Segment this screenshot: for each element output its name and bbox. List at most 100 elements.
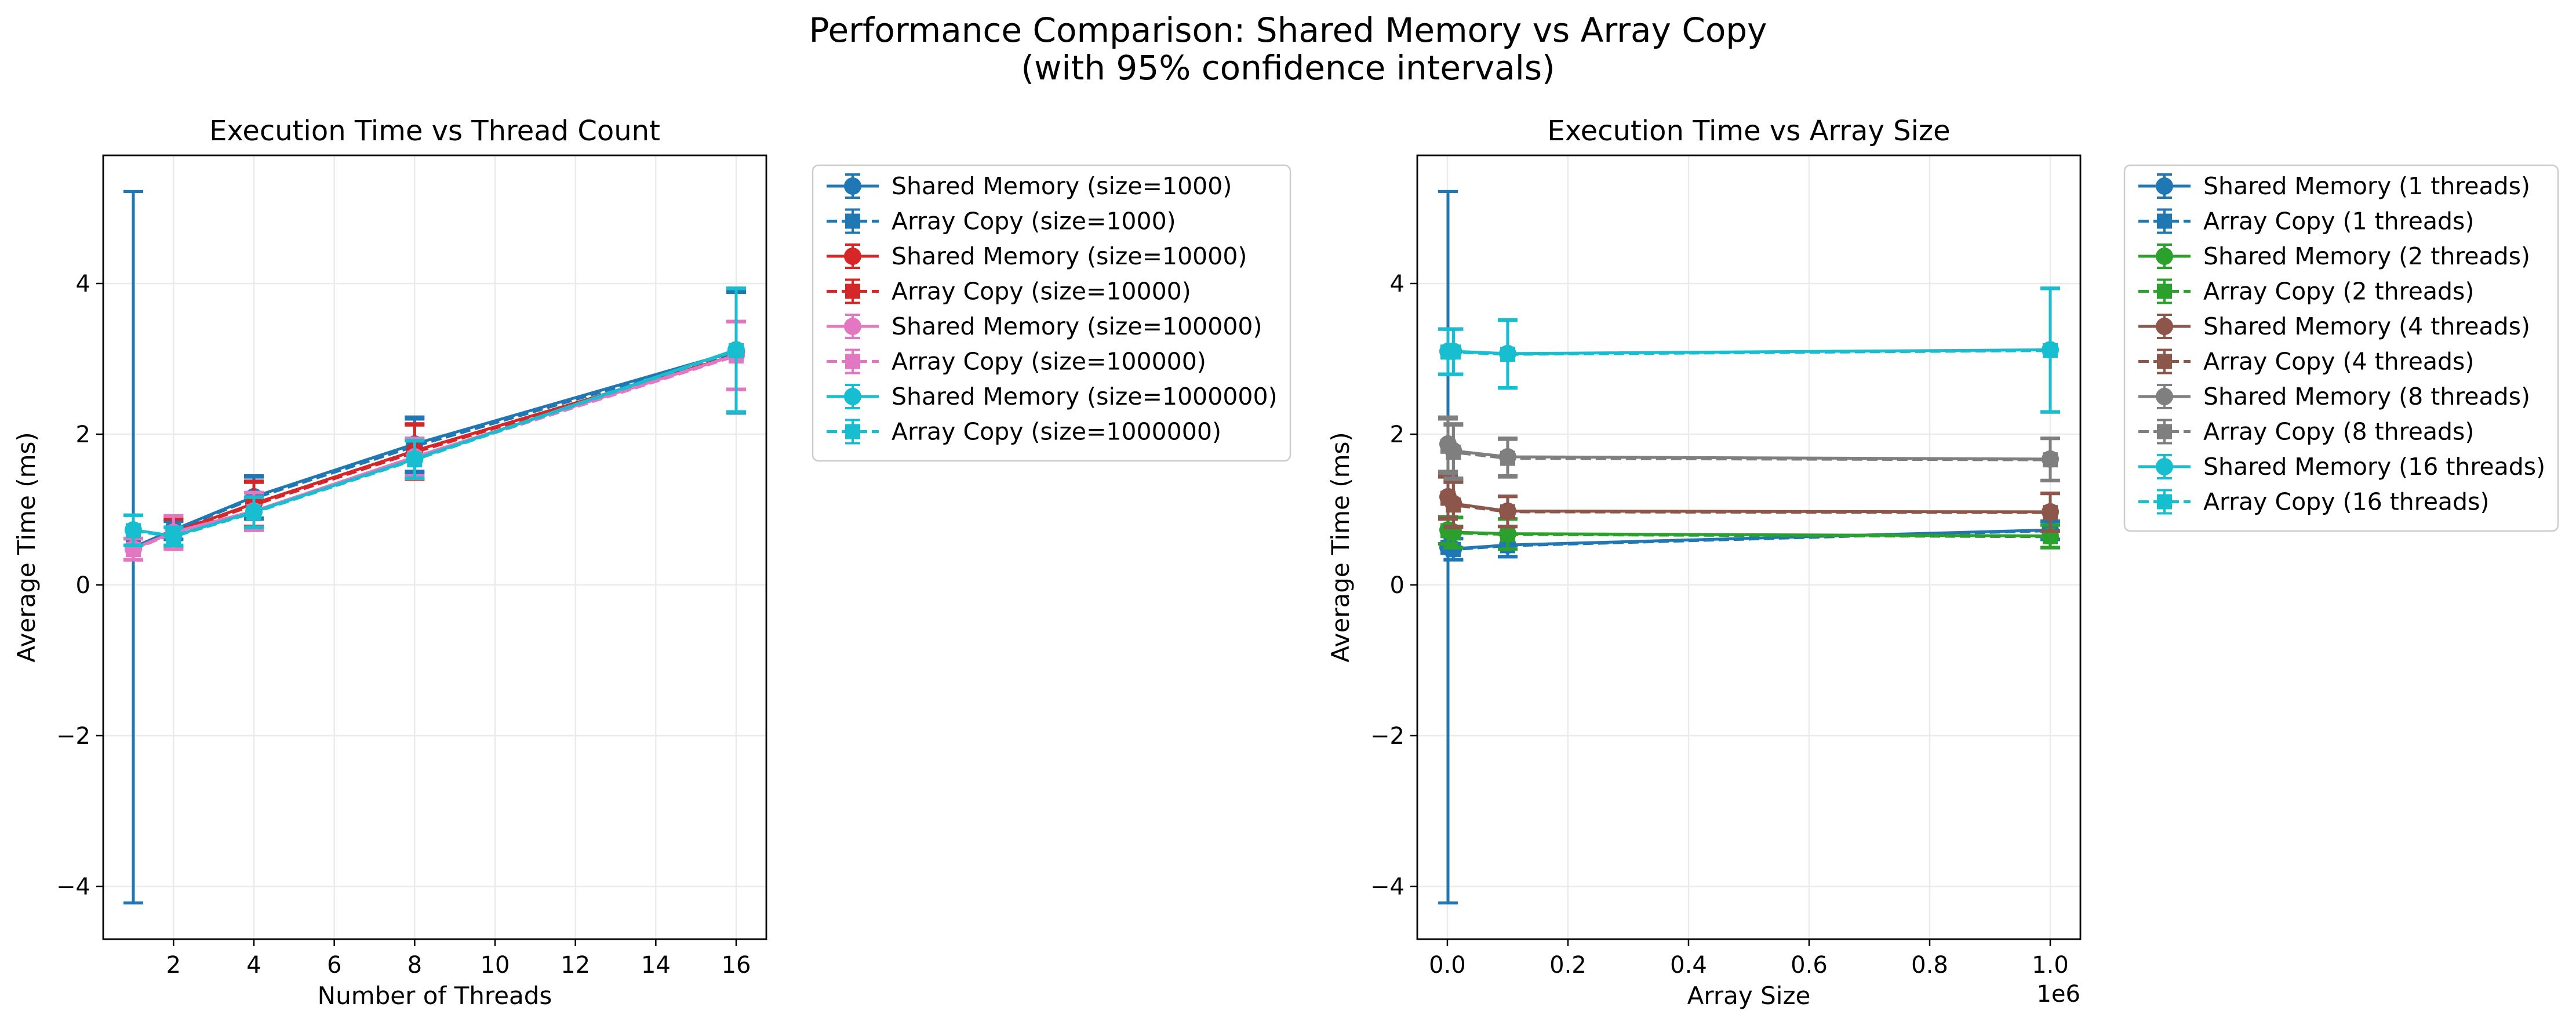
- legend-label: Shared Memory (16 threads): [2203, 453, 2545, 481]
- legend-marker: [845, 354, 860, 369]
- legend-item: Shared Memory (1 threads): [2138, 172, 2530, 200]
- data-point: [2042, 505, 2058, 521]
- axes-frame: [102, 154, 767, 940]
- legend-label: Shared Memory (size=1000): [892, 172, 1232, 200]
- axes-frame: [1416, 154, 2082, 940]
- data-point: [166, 529, 181, 544]
- y-axis-label: Average Time (ms): [1326, 432, 1355, 663]
- x-tick-label: 2: [166, 952, 181, 979]
- data-point: [246, 505, 261, 521]
- y-tick-label: −4: [56, 874, 90, 900]
- chart-title: Execution Time vs Array Size: [1547, 115, 1950, 147]
- data-point: [1500, 450, 1515, 466]
- legend-item: Shared Memory (16 threads): [2138, 453, 2545, 481]
- series-array-copy-1-threads: [1438, 190, 2060, 905]
- legend-label: Array Copy (1 threads): [2203, 208, 2474, 235]
- x-tick-label: 6: [327, 952, 341, 979]
- x-tick-label: 1.0: [2032, 952, 2069, 979]
- data-point: [2042, 343, 2058, 358]
- legend-marker: [845, 213, 860, 229]
- legend-marker: [2156, 248, 2173, 265]
- legend-marker: [845, 424, 860, 439]
- x-tick-label: 0.4: [1670, 952, 1707, 979]
- legend-marker: [844, 318, 861, 335]
- legend-label: Array Copy (size=10000): [892, 278, 1191, 306]
- legend-label: Shared Memory (2 threads): [2203, 242, 2530, 270]
- legend-label: Array Copy (size=1000000): [892, 418, 1221, 446]
- data-point: [407, 452, 423, 468]
- legend-label: Shared Memory (8 threads): [2203, 383, 2530, 410]
- series-shared-memory-8-threads: [1438, 415, 2060, 482]
- legend-marker: [2157, 424, 2172, 439]
- y-tick-label: −2: [1370, 723, 1405, 750]
- legend-marker: [2157, 213, 2172, 229]
- data-point: [1500, 504, 1515, 519]
- series-array-copy-8-threads: [1438, 417, 2060, 483]
- series-line: [1447, 443, 2051, 461]
- legend-item: Array Copy (1 threads): [2138, 208, 2474, 235]
- figure-title-line1: Performance Comparison: Shared Memory vs…: [809, 10, 1767, 50]
- legend-label: Array Copy (size=100000): [892, 348, 1206, 376]
- chart-array-size: 0.0 0.2 0.4 0.6 0.8 1.0 −4 −2 0 2 4 1e6 Execution Ti…: [1326, 115, 2559, 1010]
- chart-thread-count: 2 4 6 8 10 12 14 16 −4 −2 0 2 4 Execution Time vs Thr…: [12, 115, 1291, 1010]
- data-point: [1446, 445, 1461, 460]
- legend-label: Shared Memory (size=10000): [892, 242, 1247, 270]
- chart-title: Execution Time vs Thread Count: [209, 115, 660, 147]
- legend-label: Array Copy (8 threads): [2203, 418, 2474, 446]
- x-tick-label: 8: [407, 952, 422, 979]
- legend-item: Array Copy (4 threads): [2138, 348, 2474, 376]
- y-axis-label: Average Time (ms): [12, 432, 41, 663]
- legend-marker: [844, 248, 861, 265]
- plot-area: [1438, 190, 2060, 905]
- data-point: [2042, 452, 2058, 468]
- legend-item: Shared Memory (size=1000000): [827, 383, 1278, 410]
- legend-marker: [2157, 283, 2172, 299]
- legend-marker: [844, 177, 861, 195]
- series-shared-memory-1-threads: [1438, 190, 2060, 905]
- legend-item: Shared Memory (size=10000): [827, 242, 1247, 270]
- series-shared-memory-size-1000: [123, 190, 746, 905]
- y-tick-label: 0: [1390, 572, 1405, 599]
- legend: Shared Memory (1 threads) Array Copy (1 t…: [2123, 164, 2559, 532]
- data-point: [729, 343, 744, 358]
- figure-title-line2: (with 95% confidence intervals): [1021, 48, 1555, 88]
- plot-area: [123, 190, 746, 905]
- legend-item: Shared Memory (size=100000): [827, 312, 1262, 340]
- x-tick-label: 0.0: [1429, 952, 1466, 979]
- data-point: [1500, 347, 1515, 362]
- legend-box: [812, 164, 1291, 462]
- x-axis-label: Number of Threads: [318, 981, 552, 1010]
- y-tick-label: 4: [76, 271, 90, 297]
- y-tick-label: 4: [1390, 271, 1405, 297]
- legend-label: Array Copy (4 threads): [2203, 348, 2474, 376]
- legend-item: Array Copy (size=1000000): [827, 418, 1221, 446]
- legend-label: Array Copy (size=1000): [892, 208, 1176, 235]
- x-tick-label: 0.8: [1911, 952, 1948, 979]
- series-line: [1447, 496, 2051, 514]
- legend-item: Shared Memory (8 threads): [2138, 383, 2530, 410]
- y-tick-label: −4: [1370, 874, 1405, 900]
- series-shared-memory-4-threads: [1438, 474, 2060, 532]
- data-point: [1446, 344, 1461, 360]
- legend-item: Array Copy (2 threads): [2138, 278, 2474, 306]
- legend-item: Array Copy (16 threads): [2138, 488, 2489, 516]
- legend-label: Shared Memory (1 threads): [2203, 172, 2530, 200]
- legend-item: Array Copy (size=10000): [827, 278, 1191, 306]
- series-array-copy-4-threads: [1438, 475, 2060, 533]
- x-tick-label: 10: [481, 952, 510, 979]
- legend-marker: [2156, 177, 2173, 195]
- y-tick-label: 2: [1390, 421, 1405, 448]
- legend-box: [2123, 164, 2559, 532]
- legend-marker: [2156, 458, 2173, 475]
- legend-label: Shared Memory (4 threads): [2203, 312, 2530, 340]
- legend: Shared Memory (size=1000) Array Copy (siz…: [812, 164, 1291, 462]
- x-tick-label: 14: [641, 952, 671, 979]
- legend-marker: [2156, 318, 2173, 335]
- legend-label: Shared Memory (size=1000000): [892, 383, 1278, 410]
- data-point: [126, 523, 141, 539]
- x-tick-label: 0.6: [1791, 952, 1828, 979]
- series-array-copy-size-1000000: [123, 287, 746, 547]
- legend-label: Shared Memory (size=100000): [892, 312, 1262, 340]
- legend-item: Array Copy (size=100000): [827, 348, 1206, 376]
- data-point: [1500, 526, 1515, 542]
